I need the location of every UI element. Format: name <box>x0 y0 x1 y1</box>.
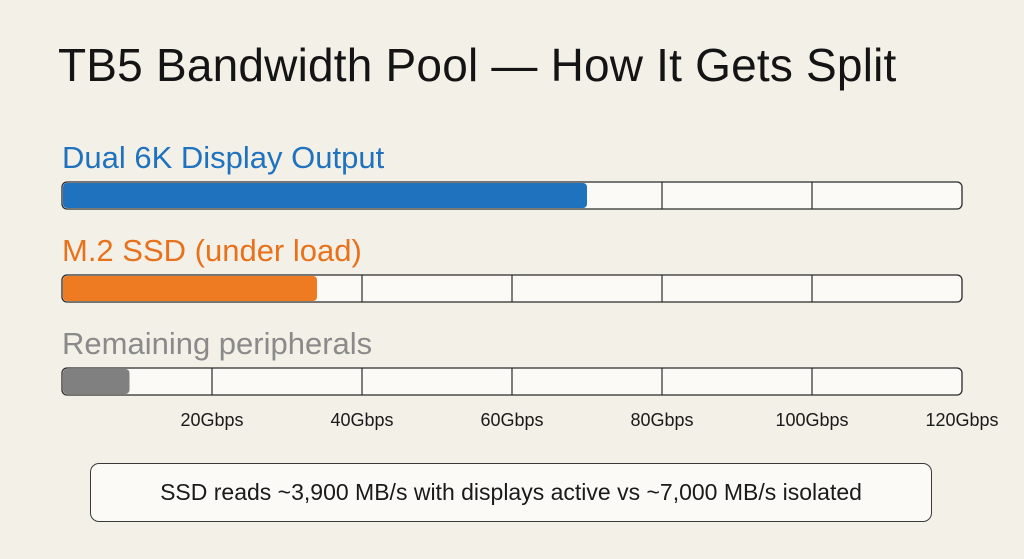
bandwidth-chart: Dual 6K Display Output M.2 SSD (under loa… <box>61 140 999 430</box>
tick-label: 100Gbps <box>775 410 848 430</box>
category-label: Remaining peripherals <box>62 326 372 361</box>
tick-label: 60Gbps <box>480 410 543 430</box>
bar-track-outline <box>61 181 963 210</box>
bar <box>63 183 587 208</box>
bar <box>63 276 317 301</box>
tick-label: 20Gbps <box>180 410 243 430</box>
bar <box>63 369 130 394</box>
bar-row: Remaining peripherals <box>61 326 963 396</box>
bar-row: M.2 SSD (under load) <box>61 233 963 303</box>
bar-track-outline <box>61 367 963 396</box>
bar-row: Dual 6K Display Output <box>61 140 963 210</box>
category-label: M.2 SSD (under load) <box>62 233 362 268</box>
note-text: SSD reads ~3,900 MB/s with displays acti… <box>160 479 862 505</box>
bar-track-outline <box>61 274 963 303</box>
tick-label: 120Gbps <box>925 410 998 430</box>
tick-label: 40Gbps <box>330 410 393 430</box>
note-box: SSD reads ~3,900 MB/s with displays acti… <box>90 463 932 522</box>
tick-label: 80Gbps <box>630 410 693 430</box>
chart-title: TB5 Bandwidth Pool — How It Gets Split <box>58 39 897 91</box>
category-label: Dual 6K Display Output <box>62 140 385 175</box>
